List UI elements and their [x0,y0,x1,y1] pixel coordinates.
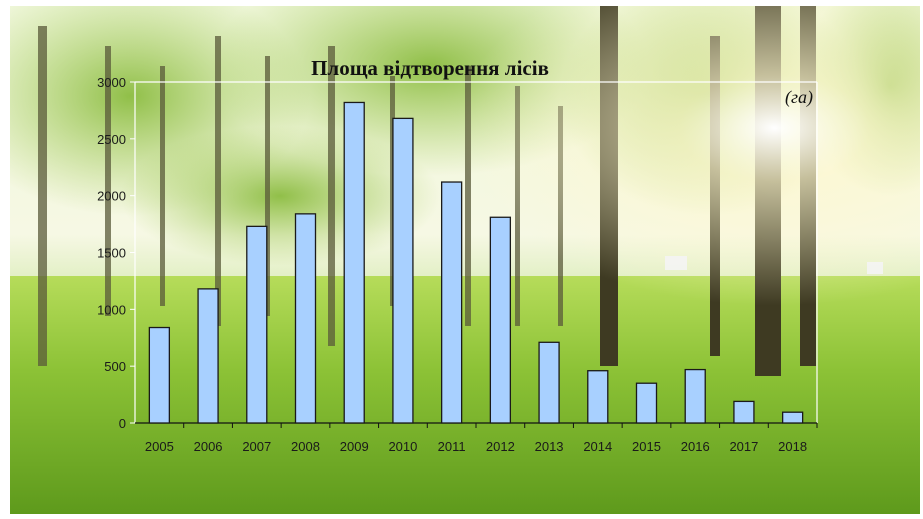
y-tick-label: 2000 [97,189,126,204]
x-tick-label: 2017 [729,439,758,454]
x-tick-label: 2006 [194,439,223,454]
unit-label: (га) [785,87,813,108]
x-tick-label: 2015 [632,439,661,454]
bar-2013 [538,341,560,424]
bar-2010 [392,117,414,424]
x-tick-label: 2012 [486,439,515,454]
x-tick-label: 2018 [778,439,807,454]
plot-frame [134,81,818,424]
chart-title: Площа відтворення лісів [311,56,549,80]
x-tick-label: 2016 [681,439,710,454]
bar-2018 [781,411,804,424]
y-tick-label: 1000 [97,302,126,317]
x-axis-ticks: 2005 2006 2007 2008 2009 2010 2011 2012 2013 2014… [145,423,818,454]
x-tick-label: 2007 [242,439,271,454]
x-tick-label: 2014 [583,439,612,454]
bar-2017 [733,400,755,424]
bar-2008 [294,213,317,424]
bar-2012 [489,216,512,424]
x-tick-label: 2005 [145,439,174,454]
x-tick-label: 2009 [340,439,369,454]
y-tick-label: 3000 [97,75,126,90]
x-tick-label: 2011 [438,439,466,454]
bar-2006 [197,288,219,424]
y-axis-ticks: 0 500 1000 1500 2000 2500 3000 [97,75,135,431]
bar-2015 [635,382,658,424]
bar-2014 [587,370,609,424]
y-tick-label: 0 [119,416,126,431]
y-tick-label: 500 [104,359,126,374]
bar-2007 [246,225,268,424]
x-tick-label: 2010 [388,439,417,454]
y-tick-label: 1500 [97,246,126,261]
bar-2016 [684,368,706,424]
bar-series [148,101,804,424]
bar-2005 [148,326,171,424]
bar-2011 [440,181,463,424]
x-tick-label: 2013 [535,439,564,454]
bar-2009 [343,101,365,424]
y-tick-label: 2500 [97,132,126,147]
x-tick-label: 2008 [291,439,320,454]
